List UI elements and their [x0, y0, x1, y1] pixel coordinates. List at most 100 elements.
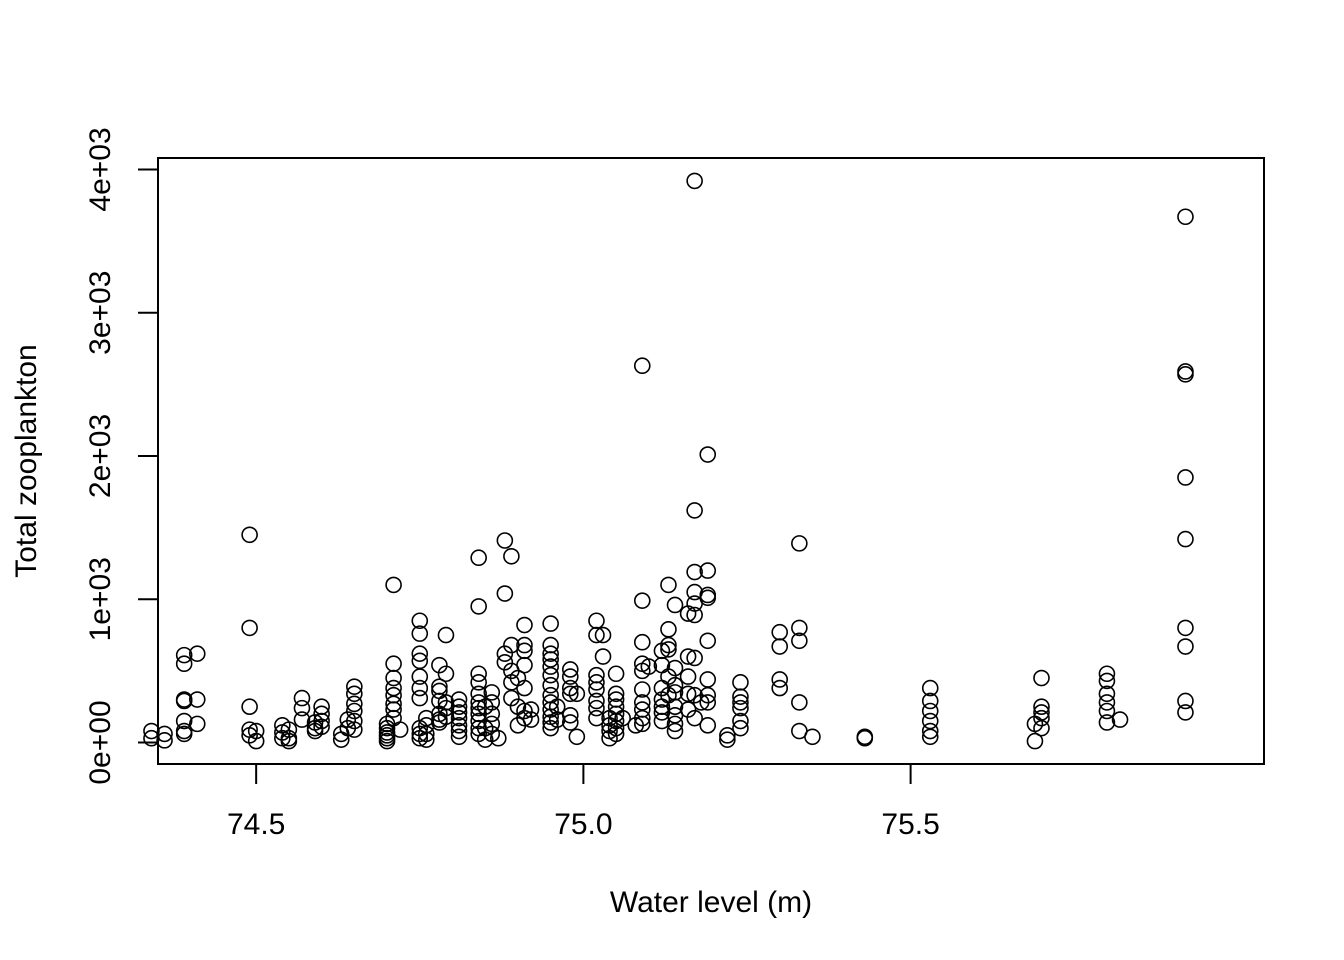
data-point [732, 719, 749, 737]
data-point [588, 692, 605, 710]
data-point [666, 659, 684, 677]
data-point [732, 688, 749, 705]
data-point [1098, 714, 1116, 731]
data-point [391, 721, 409, 738]
data-point [732, 699, 749, 717]
data-point [804, 728, 821, 746]
data-point [313, 705, 330, 723]
data-point [450, 722, 468, 740]
data-point [522, 701, 540, 718]
data-point [542, 676, 559, 694]
data-point [1033, 709, 1050, 727]
data-point [1098, 685, 1116, 703]
data-point [686, 563, 703, 581]
data-point [516, 656, 533, 674]
data-point [732, 694, 749, 711]
data-point [921, 722, 939, 740]
data-point [633, 681, 651, 698]
data-point [791, 619, 808, 637]
data-point [921, 728, 939, 746]
data-point [633, 715, 651, 733]
data-point [411, 668, 429, 685]
data-point [732, 712, 749, 730]
data-point [450, 717, 468, 734]
data-point [346, 721, 363, 738]
data-point [385, 701, 402, 718]
data-point [921, 679, 939, 697]
data-point [771, 679, 789, 697]
data-point [437, 626, 455, 644]
x-tick-label: 74.5 [227, 808, 285, 841]
y-tick-label: 4e+03 [84, 127, 117, 211]
data-point [346, 702, 363, 720]
data-point [633, 592, 651, 609]
data-point [588, 699, 605, 717]
data-point [503, 547, 520, 565]
data-point [516, 616, 533, 634]
data-point [385, 669, 402, 687]
data-point [686, 502, 703, 519]
data-point [856, 729, 874, 747]
data-point [346, 695, 363, 713]
data-point [1033, 669, 1050, 687]
data-point [594, 626, 612, 644]
data-point [1098, 702, 1116, 720]
data-point [1098, 672, 1116, 690]
data-point [247, 732, 265, 750]
data-point [156, 725, 173, 743]
data-point [483, 694, 501, 711]
data-point [483, 715, 501, 733]
y-tick-label: 2e+03 [84, 414, 117, 498]
data-point [450, 698, 468, 715]
data-point [588, 709, 605, 727]
data-point [496, 645, 514, 662]
data-point [503, 689, 520, 707]
data-point [699, 686, 717, 704]
data-point [640, 658, 658, 675]
data-point [607, 665, 625, 683]
data-point [1026, 732, 1044, 750]
data-point [542, 658, 559, 675]
data-point [686, 649, 703, 667]
data-point [719, 727, 736, 744]
data-point [313, 712, 330, 730]
data-point [516, 636, 533, 654]
data-point [411, 645, 429, 662]
data-point [561, 714, 579, 731]
data-point [241, 619, 258, 637]
data-point [679, 648, 697, 665]
data-point [561, 668, 579, 685]
data-point [791, 632, 808, 650]
data-point [542, 666, 559, 684]
x-tick-label: 75.0 [554, 808, 612, 841]
data-point [594, 648, 612, 665]
data-point [719, 731, 736, 748]
data-point [1177, 366, 1194, 383]
data-point [666, 715, 684, 733]
data-point [633, 633, 651, 651]
data-point [280, 721, 298, 738]
data-point [666, 698, 684, 715]
data-point [156, 732, 173, 749]
data-point [346, 712, 363, 730]
data-point [450, 728, 468, 746]
data-point [188, 691, 206, 708]
data-point [516, 679, 533, 697]
data-point [293, 689, 311, 707]
data-point [496, 532, 514, 549]
data-point [385, 576, 402, 594]
data-point [143, 722, 160, 740]
data-point [542, 719, 559, 737]
x-axis: 74.5 75.0 75.5 [227, 763, 940, 841]
data-point [660, 576, 677, 594]
data-point [175, 725, 193, 743]
data-point [490, 729, 507, 747]
data-point [1098, 665, 1116, 683]
data-point [496, 653, 514, 671]
data-point [666, 676, 684, 694]
data-point [699, 717, 717, 734]
data-point [516, 702, 533, 720]
data-point [660, 636, 677, 654]
data-point [346, 678, 363, 695]
